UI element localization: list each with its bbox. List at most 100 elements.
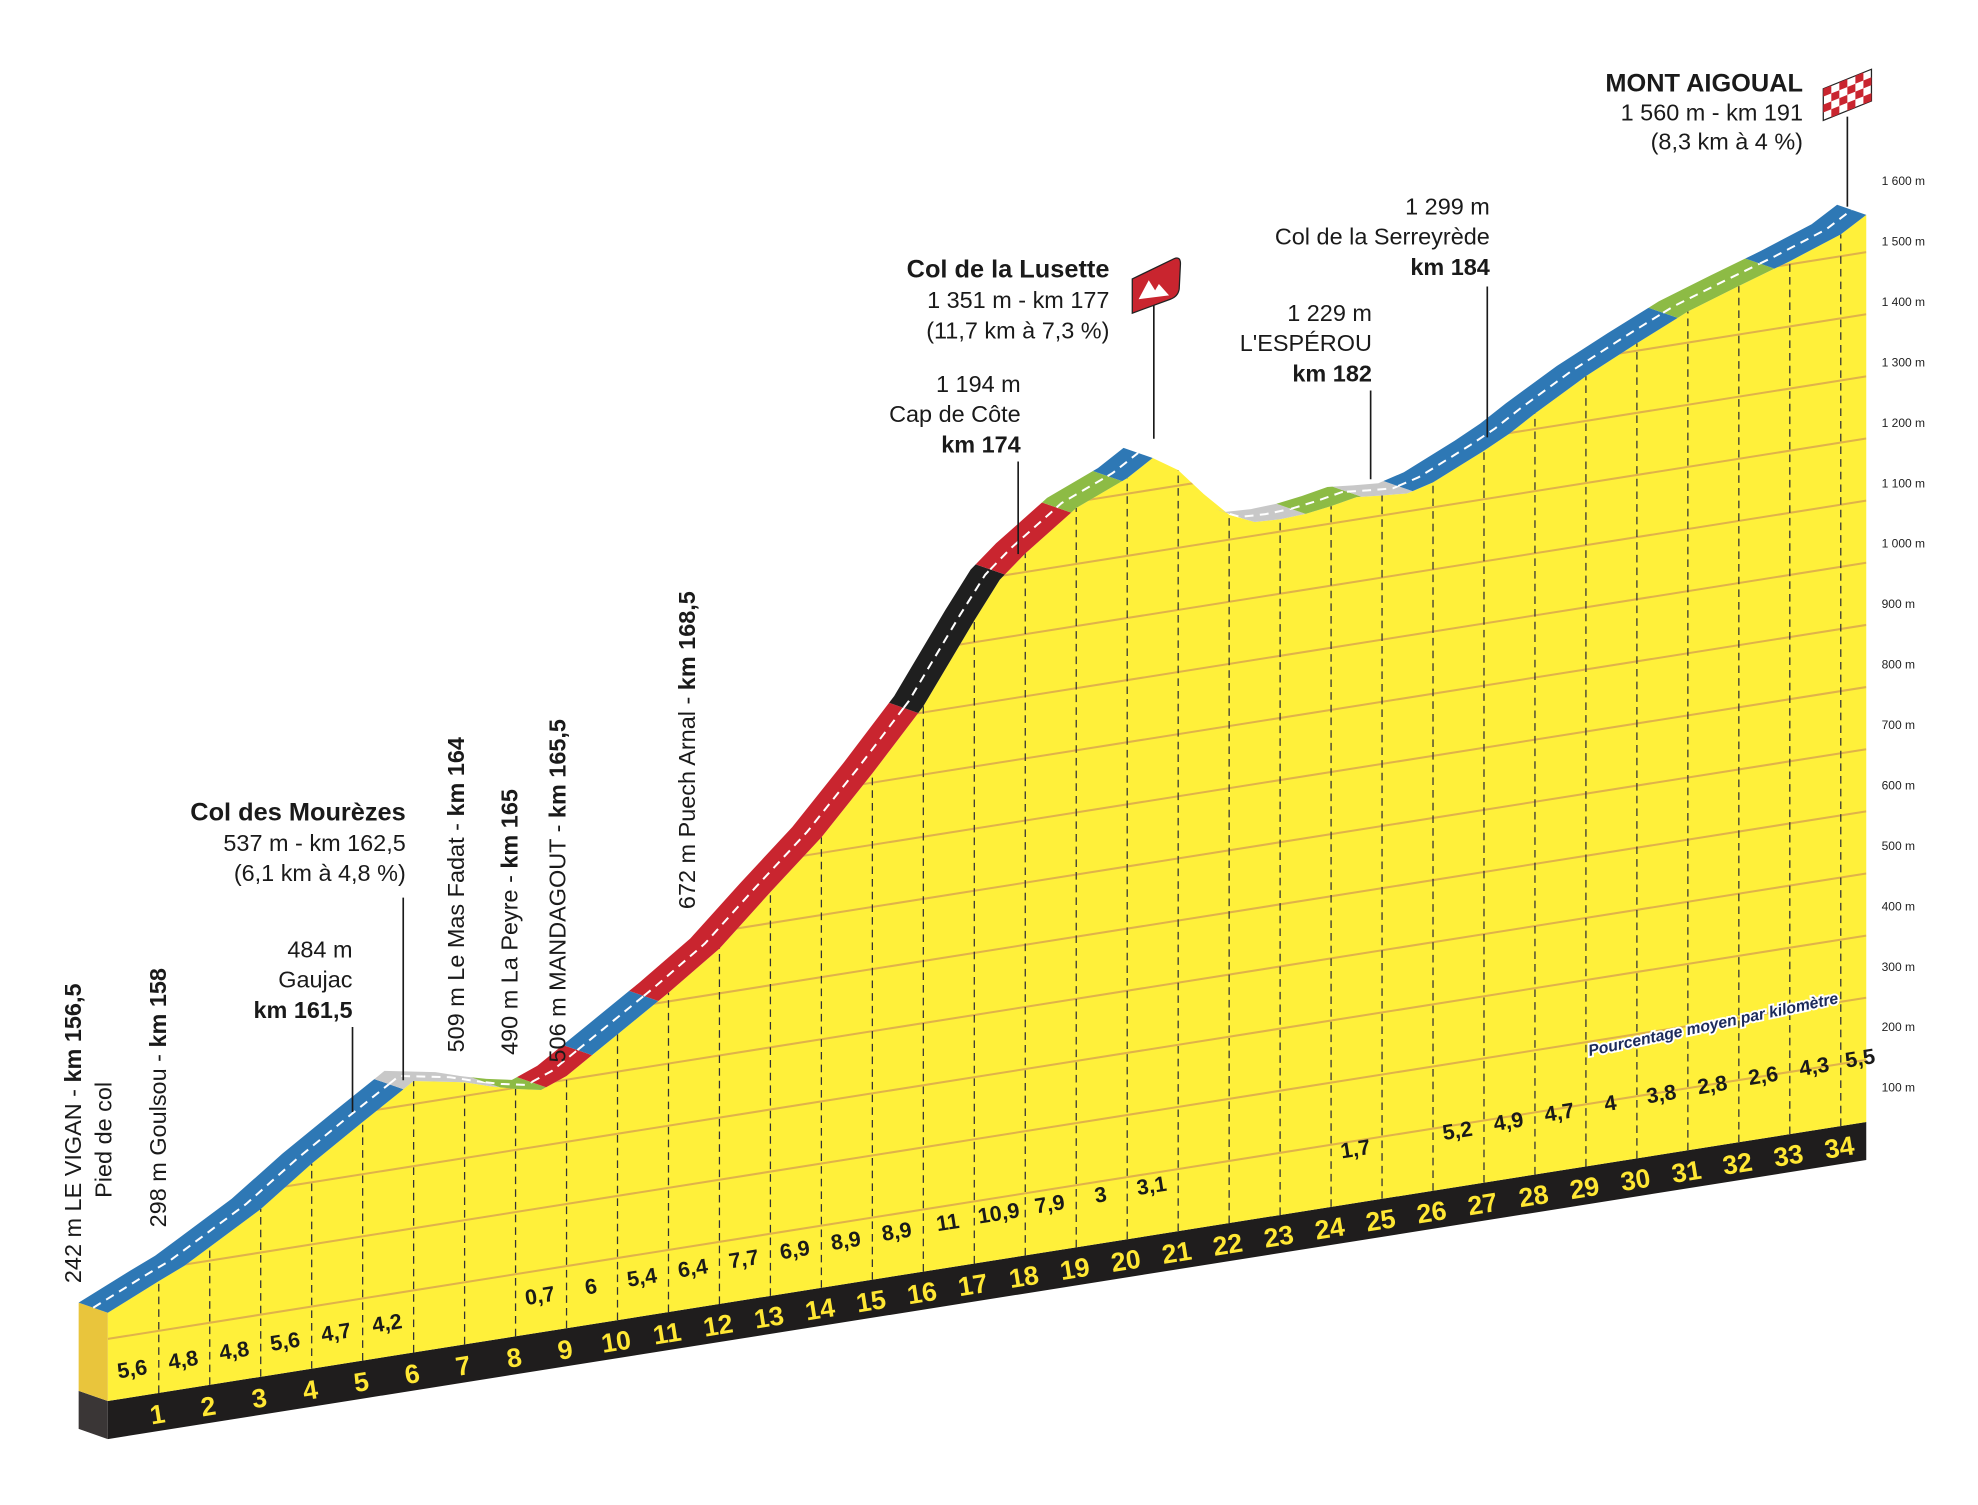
gradient-label: 3 — [1093, 1181, 1109, 1208]
km-label: 20 — [1109, 1244, 1143, 1278]
km-label: 14 — [803, 1292, 837, 1326]
distance-band-side — [78, 1390, 108, 1440]
annotation-esperou: 1 229 m L'ESPÉROU km 182 — [1240, 300, 1372, 387]
gradient-label: 6 — [583, 1273, 599, 1300]
gradient-label: 4,3 — [1797, 1052, 1831, 1081]
km-label: 8 — [504, 1342, 523, 1374]
km-gridlines — [158, 234, 1842, 1393]
gradient-label: 2,6 — [1746, 1061, 1780, 1090]
road-segment-3-6 — [78, 1079, 404, 1313]
elevation-tick-label: 1 400 m — [1882, 295, 1925, 309]
gaujac-name: Gaujac — [278, 967, 353, 993]
serreyrede-name: Col de la Serreyrède — [1275, 224, 1490, 250]
lusette-elevation-km: 1 351 m - km 177 — [927, 287, 1109, 313]
elevation-gridline — [107, 872, 1867, 1154]
km-label: 1 — [148, 1398, 168, 1430]
road-centerline — [531, 1049, 579, 1084]
elevation-tick-label: 700 m — [1882, 718, 1915, 732]
km-label: 4 — [301, 1374, 321, 1406]
annotation-mourezes: Col des Mourèzes 537 m - km 162,5 (6,1 k… — [190, 798, 405, 886]
gaujac-elevation: 484 m — [287, 936, 352, 962]
elevation-tick-label: 1 600 m — [1882, 174, 1925, 188]
road-segment-3-6 — [562, 990, 659, 1056]
gradient-label: 4,2 — [370, 1308, 404, 1337]
elevation-gridline — [107, 934, 1867, 1216]
aigoual-climb: (8,3 km à 4 %) — [1651, 129, 1803, 155]
esperou-km: km 182 — [1292, 361, 1372, 387]
km-label: 2 — [199, 1390, 218, 1422]
km-label: 26 — [1415, 1195, 1449, 1229]
km-label: 34 — [1822, 1130, 1856, 1164]
profile-area — [78, 214, 1867, 1402]
road-centerline — [643, 707, 905, 997]
gradient-label: 3,8 — [1644, 1079, 1678, 1108]
esperou-elevation: 1 229 m — [1287, 300, 1372, 326]
gradient-label: 6,9 — [778, 1235, 812, 1264]
flag-square — [1863, 77, 1872, 89]
flag-square — [1823, 85, 1832, 97]
flag-square — [1831, 106, 1840, 118]
elevation-tick-label: 100 m — [1882, 1081, 1915, 1095]
flag-square — [1855, 72, 1864, 84]
profile-area-fill — [107, 214, 1867, 1402]
km-label: 15 — [854, 1284, 888, 1318]
gradient-label: 4,7 — [1543, 1097, 1577, 1126]
label-le-vigan: 242 m LE VIGAN - km 156,5 — [60, 983, 86, 1283]
km-label: 16 — [905, 1276, 939, 1310]
road-centerline — [1759, 209, 1853, 265]
annotation-serreyrede: 1 299 m Col de la Serreyrède km 184 — [1275, 193, 1490, 280]
gradient-label: 5,4 — [625, 1262, 659, 1291]
gradient-label: 4,8 — [217, 1336, 251, 1365]
km-label: 6 — [403, 1358, 422, 1390]
elevation-tick-label: 200 m — [1882, 1020, 1915, 1034]
elevation-tick-label: 500 m — [1882, 839, 1915, 853]
road-centerline — [1107, 452, 1139, 477]
flag-square — [1847, 83, 1856, 95]
gradient-label: 2,8 — [1695, 1070, 1729, 1099]
label-puech-arnal: 672 m Puech Arnal - km 168,5 — [674, 591, 700, 909]
km-label: 27 — [1466, 1187, 1500, 1221]
gradient-label: 7,9 — [1033, 1189, 1067, 1218]
cap-de-cote-km: km 174 — [941, 432, 1021, 458]
mountain-flag-icon — [1131, 257, 1182, 315]
road-segment-descent — [1332, 481, 1413, 497]
km-tick-labels: 1 2 3 4 5 6 7 8 9 10 11 12 13 14 15 16 17 18 19 20 21 22 23 24 2… — [148, 1130, 1857, 1430]
road-centerline — [1346, 485, 1399, 493]
road-centerline — [485, 1081, 533, 1086]
flag-square — [1855, 88, 1864, 100]
annotation-aigoual: MONT AIGOUAL 1 560 m - km 191 (8,3 km à … — [1605, 69, 1803, 154]
serreyrede-km: km 184 — [1410, 254, 1490, 280]
road-centerline — [1397, 311, 1664, 488]
flag-square — [1831, 90, 1840, 102]
elevation-tick-label: 1 300 m — [1882, 355, 1925, 369]
road-segment-descent — [1215, 503, 1306, 522]
road-centerline — [576, 995, 645, 1051]
road-centerline — [902, 568, 992, 709]
aigoual-name: MONT AIGOUAL — [1605, 69, 1803, 97]
km-label: 18 — [1007, 1260, 1041, 1294]
elevation-tick-label: 600 m — [1882, 778, 1915, 792]
gradient-label: 11 — [934, 1208, 960, 1236]
km-label: 7 — [454, 1350, 473, 1382]
cap-de-cote-name: Cap de Côte — [889, 401, 1021, 427]
gradient-label: 4,8 — [166, 1345, 200, 1374]
gradient-label: 7,7 — [727, 1244, 761, 1273]
elevation-tick-label: 1 500 m — [1882, 234, 1925, 248]
elevation-tick-label: 1 200 m — [1882, 416, 1925, 430]
road-centerline — [1055, 475, 1109, 509]
gradient-label: 8,9 — [829, 1226, 863, 1255]
checkered-flag-body — [1822, 68, 1873, 122]
road-centerline — [1229, 507, 1292, 518]
km-label: 28 — [1517, 1179, 1551, 1213]
aigoual-elevation-km: 1 560 m - km 191 — [1621, 99, 1803, 125]
gradient-label: 4,9 — [1492, 1107, 1526, 1136]
gradient-label: 4 — [1602, 1090, 1618, 1117]
annotation-cap-de-cote: 1 194 m Cap de Côte km 174 — [889, 371, 1021, 458]
gradient-label: 1,7 — [1339, 1134, 1373, 1163]
elevation-gridline — [107, 1058, 1867, 1340]
mourezes-name: Col des Mourèzes — [190, 798, 405, 826]
mourezes-elevation-km: 537 m - km 162,5 — [223, 830, 405, 856]
gradient-label: 8,9 — [880, 1217, 914, 1246]
mourezes-climb: (6,1 km à 4,8 %) — [234, 860, 406, 886]
